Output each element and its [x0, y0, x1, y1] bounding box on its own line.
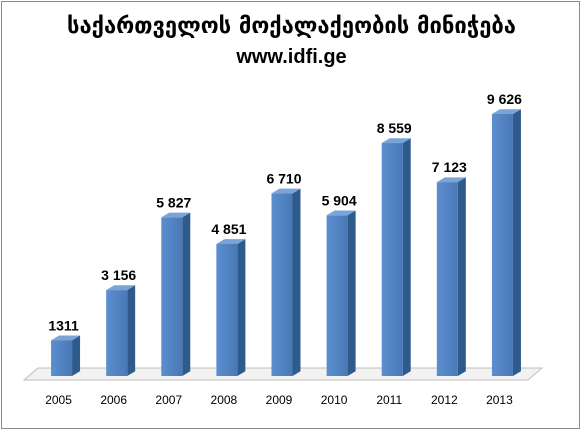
bar-2008: [216, 239, 246, 376]
value-labels-group: 1311 3 156 5 827 4 851 6 710 5 904 8 559 7 123 9…: [48, 91, 522, 333]
bar-top: [106, 285, 136, 291]
bar-top: [161, 212, 191, 218]
chart-subtitle: www.idfi.ge: [236, 46, 347, 68]
bar-side: [72, 335, 81, 376]
value-label-2006: 3 156: [101, 267, 136, 283]
x-tick-2007: 2007: [155, 393, 182, 407]
bar-front: [106, 290, 128, 376]
x-tick-2011: 2011: [376, 393, 402, 407]
x-tick-2006: 2006: [100, 393, 127, 407]
bar-side: [127, 285, 136, 376]
bar-front: [491, 114, 513, 376]
value-label-2012: 7 123: [432, 159, 467, 175]
x-tick-2010: 2010: [321, 393, 348, 407]
bar-top: [436, 177, 466, 183]
bar-front: [436, 182, 458, 376]
bar-top: [271, 188, 301, 194]
x-tick-2008: 2008: [211, 393, 238, 407]
bar-front: [381, 143, 403, 376]
value-label-2010: 5 904: [322, 192, 357, 208]
x-tick-2009: 2009: [266, 393, 293, 407]
bar-2009: [271, 188, 301, 376]
bar-front: [161, 217, 183, 376]
bar-side: [182, 212, 191, 376]
bar-2006: [106, 285, 136, 376]
x-tick-labels-group: 2005 2006 2007 2008 2009 2010 2011 2012 2013: [45, 393, 513, 407]
bar-top: [381, 138, 411, 144]
bar-top: [326, 210, 356, 216]
bar-2005: [51, 335, 81, 376]
bar-front: [271, 193, 293, 376]
bar-2011: [381, 138, 411, 376]
x-tick-2012: 2012: [431, 393, 458, 407]
bar-front: [216, 243, 238, 376]
bar-2012: [436, 177, 466, 376]
value-label-2011: 8 559: [377, 120, 412, 136]
bar-top: [491, 109, 521, 114]
bar-side: [512, 109, 521, 376]
value-label-2008: 4 851: [211, 221, 246, 237]
bar-2007: [161, 212, 191, 376]
bar-2010: [326, 210, 356, 376]
bars-group: [51, 109, 521, 376]
bar-front: [51, 340, 73, 376]
chart-title: საქართველოს მოქალაქეობის მინიჭება: [67, 14, 516, 39]
value-label-2007: 5 827: [156, 194, 191, 210]
bar-side: [347, 210, 356, 376]
bar-top: [51, 335, 81, 341]
bar-front: [326, 215, 348, 376]
bar-side: [237, 239, 246, 376]
value-label-2005: 1311: [48, 317, 79, 333]
value-label-2009: 6 710: [266, 170, 301, 186]
bar-side: [292, 188, 301, 376]
bar-top: [216, 239, 246, 244]
x-tick-2013: 2013: [486, 393, 513, 407]
bar-side: [402, 138, 411, 376]
bar-side: [457, 177, 466, 376]
x-tick-2005: 2005: [45, 393, 72, 407]
value-label-2013: 9 626: [487, 91, 522, 107]
bar-2013: [491, 109, 521, 376]
